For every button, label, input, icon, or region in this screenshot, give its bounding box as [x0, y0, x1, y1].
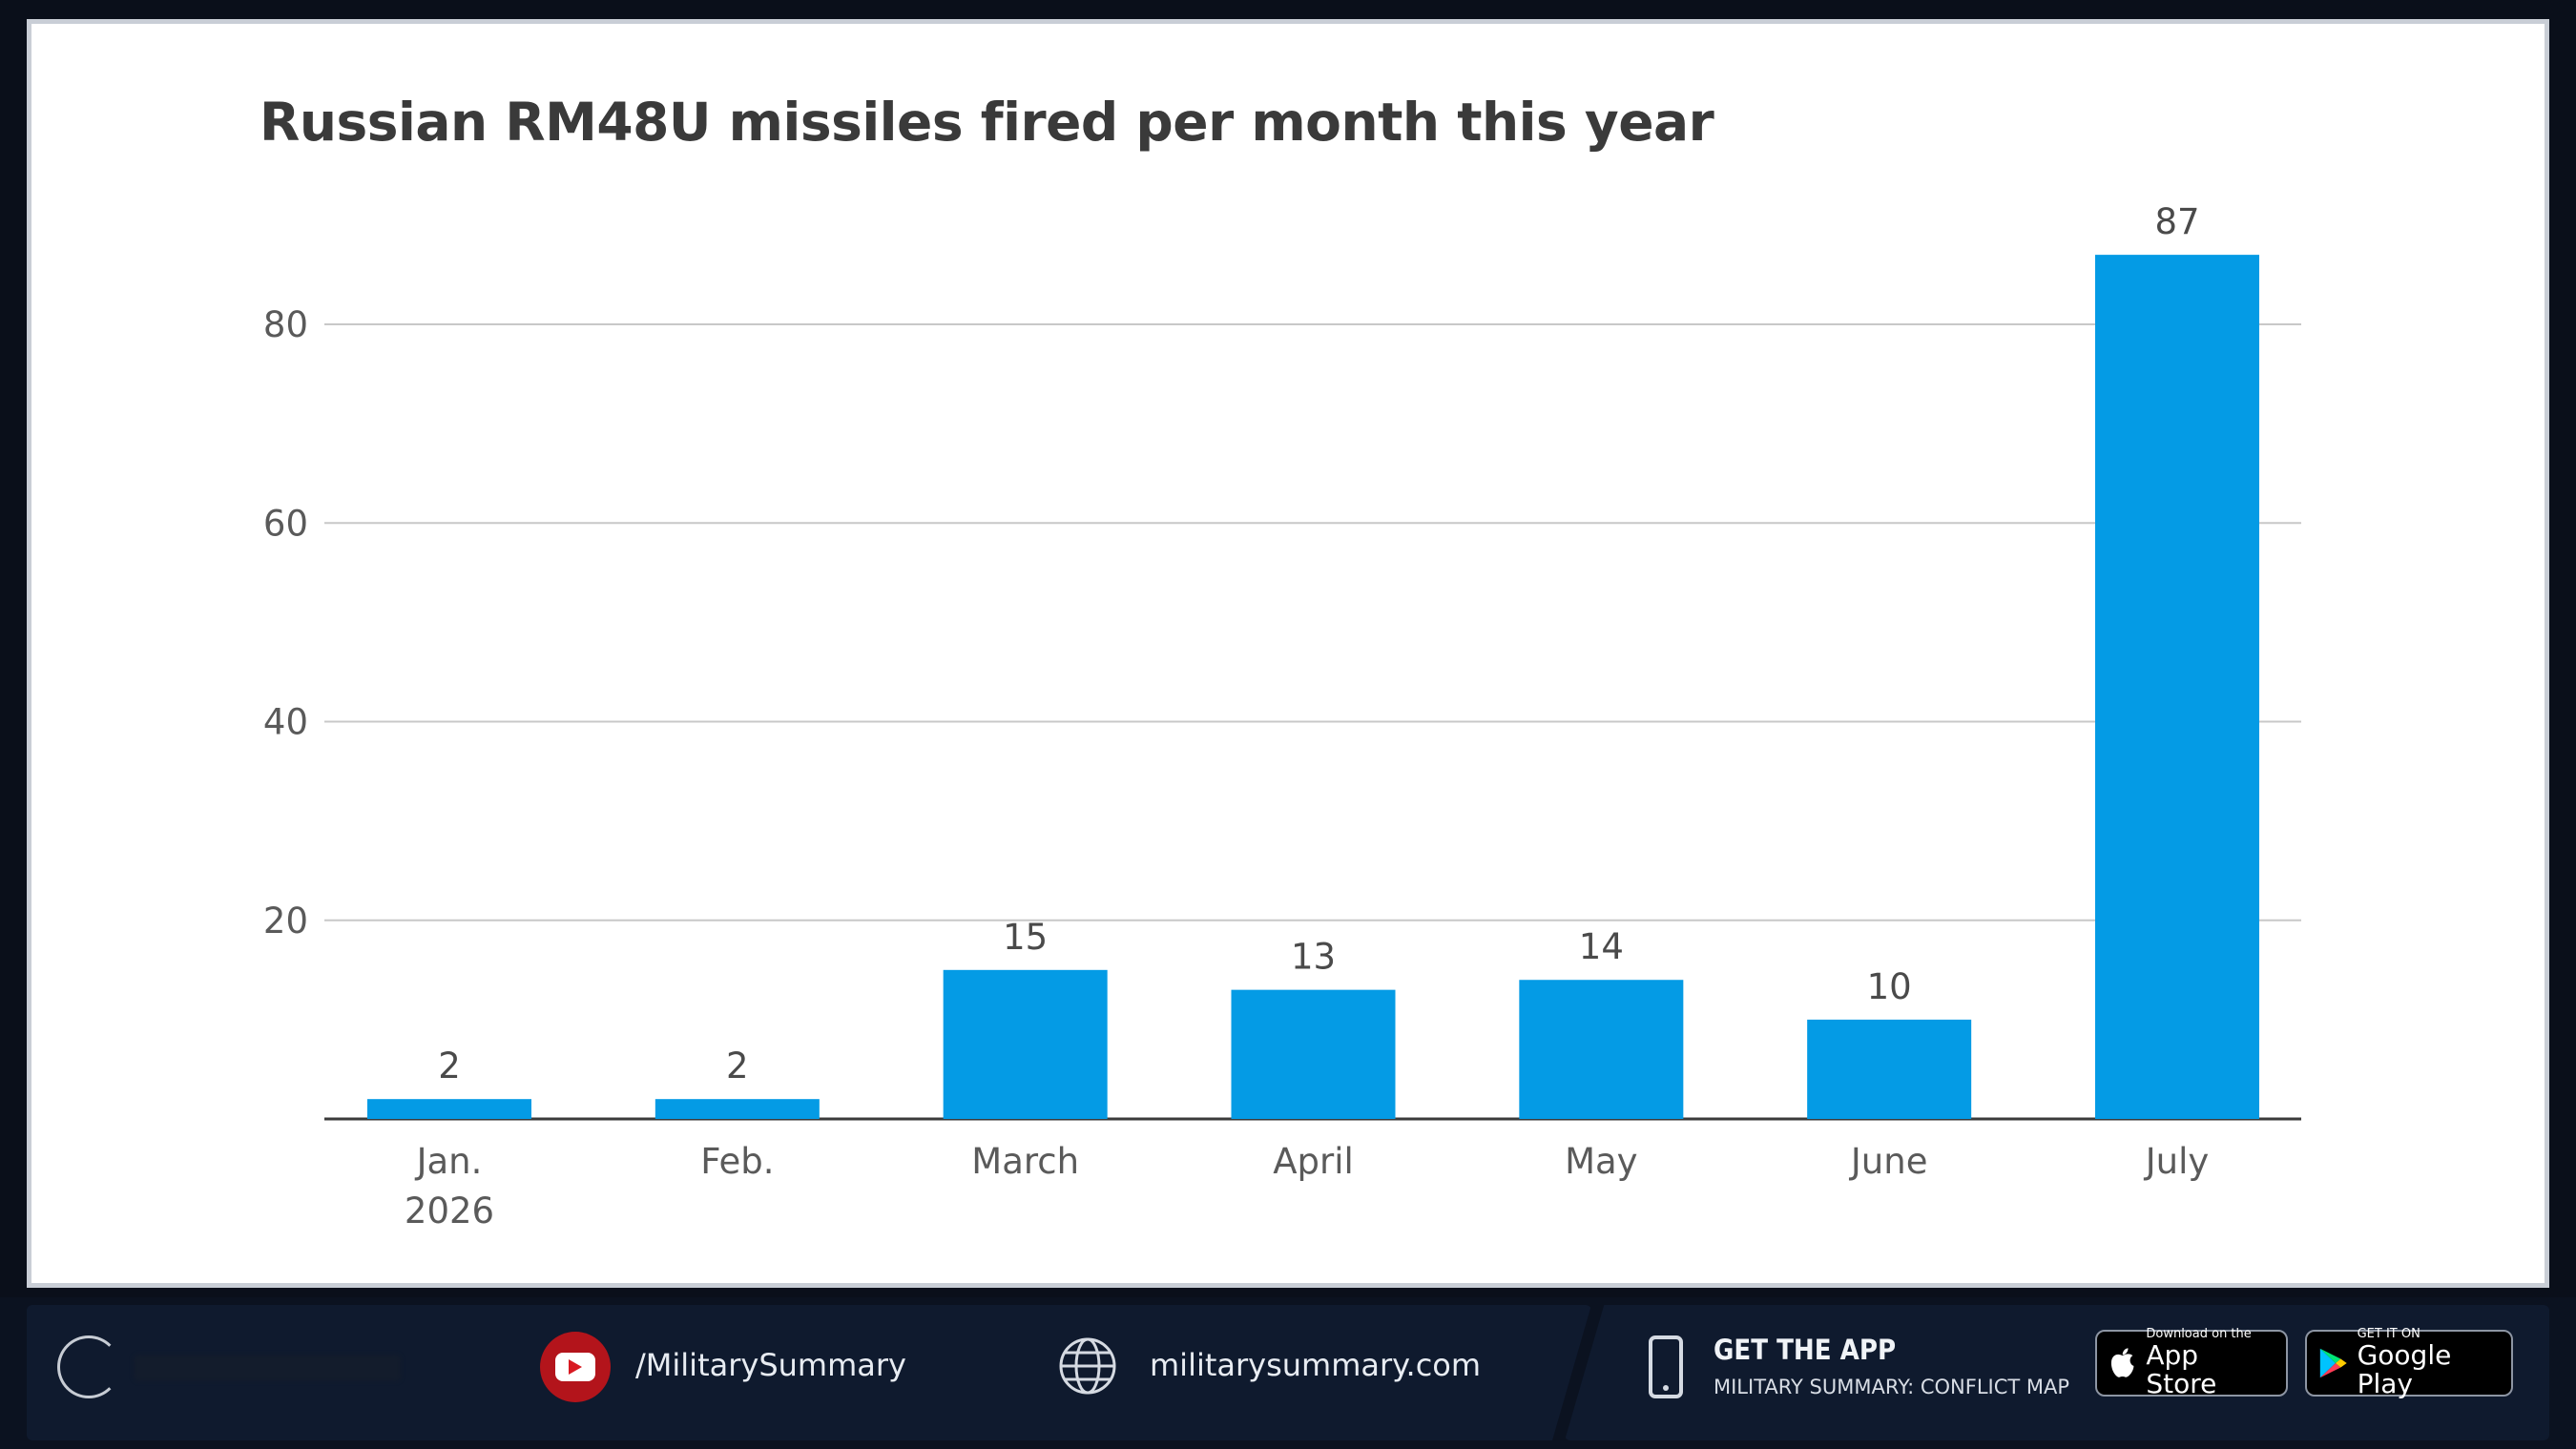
logo-wordmark-blurred — [134, 1355, 401, 1381]
website-link[interactable]: militarysummary.com — [1150, 1347, 1482, 1383]
data-label: 87 — [2154, 201, 2199, 242]
app-subtitle: MILITARY SUMMARY: CONFLICT MAP — [1714, 1376, 2070, 1398]
apple-icon — [2110, 1348, 2134, 1377]
phone-icon — [1649, 1335, 1683, 1398]
googleplay-big-text: Google Play — [2357, 1339, 2452, 1399]
data-label: 2 — [438, 1045, 461, 1087]
youtube-link[interactable]: /MilitarySummary — [635, 1347, 906, 1383]
bar — [1807, 1019, 1972, 1119]
appstore-small-text: Download on the — [2146, 1327, 2252, 1341]
x-tick-label: 2026 — [405, 1190, 494, 1232]
bar — [2095, 255, 2259, 1119]
app-store-button[interactable]: Download on the App Store — [2095, 1327, 2288, 1399]
globe-icon — [1059, 1337, 1116, 1395]
googleplay-small-text: GET IT ON — [2357, 1327, 2420, 1341]
get-the-app-title: GET THE APP — [1714, 1334, 1897, 1366]
bar — [1519, 980, 1684, 1119]
google-play-icon — [2319, 1348, 2347, 1378]
bar — [654, 1099, 820, 1119]
x-tick-label: May — [1565, 1141, 1638, 1182]
data-label: 14 — [1579, 926, 1624, 967]
x-tick-label: Jan. — [415, 1141, 483, 1182]
x-tick-label: Feb. — [700, 1141, 774, 1182]
bar — [1231, 989, 1396, 1119]
data-label: 13 — [1291, 937, 1336, 978]
x-tick-label: July — [2144, 1141, 2210, 1182]
y-tick-label: 20 — [263, 900, 308, 942]
y-tick-label: 40 — [263, 702, 308, 743]
x-tick-label: March — [971, 1141, 1079, 1182]
data-label: 15 — [1003, 917, 1048, 958]
bar-chart: 20 40 60 80 2 Jan. 2026 2 Feb. 15 March 13 April 14 Ma… — [263, 201, 2301, 1232]
chart-title: Russian RM48U missiles fired per month t… — [260, 92, 1714, 153]
data-label: 10 — [1867, 966, 1912, 1007]
logo-icon — [57, 1335, 120, 1398]
x-tick-label: April — [1273, 1141, 1354, 1182]
footer-bar: /MilitarySummary militarysummary.com GET… — [0, 1297, 2576, 1449]
appstore-big-text: App Store — [2146, 1339, 2217, 1399]
x-tick-label: June — [1849, 1141, 1928, 1182]
google-play-button[interactable]: GET IT ON Google Play — [2305, 1327, 2513, 1399]
bar — [367, 1099, 531, 1119]
y-tick-label: 60 — [263, 503, 308, 544]
bar — [943, 969, 1108, 1119]
youtube-icon[interactable] — [540, 1332, 611, 1402]
data-label: 2 — [726, 1045, 749, 1087]
y-tick-label: 80 — [263, 304, 308, 345]
